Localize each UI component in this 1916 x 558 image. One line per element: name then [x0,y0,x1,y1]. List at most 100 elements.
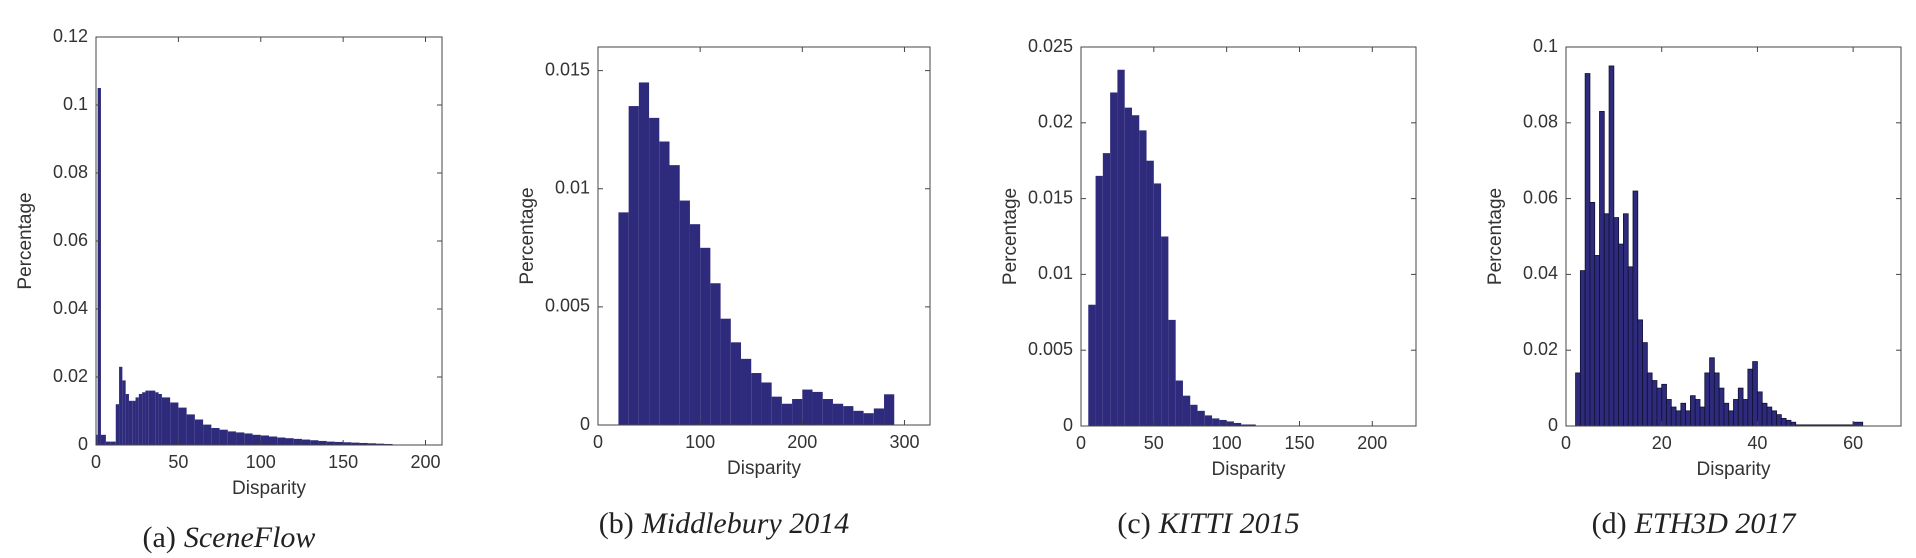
bar [1637,319,1643,427]
y-tick-label: 0.01 [1038,263,1073,283]
bar [269,436,278,445]
bar [781,403,793,425]
bar [376,443,385,445]
y-axis-label: Percentage [15,192,36,289]
bar [1226,421,1234,426]
bar [1117,69,1125,427]
bar [1190,404,1198,426]
bar [155,392,159,445]
bar [1709,357,1715,427]
bar [158,394,162,445]
subplot: 0 50 100 150 200 0 0.02 0.04 0.06 0.08 0.1 0.12 Disp… [15,26,443,554]
bar [1233,422,1242,426]
bar [128,400,133,445]
y-tick-label: 0 [1548,415,1558,435]
x-tick-label: 40 [1747,433,1767,453]
bar [1594,255,1600,427]
bar [1685,410,1691,427]
bar [1713,372,1720,427]
y-tick-label: 0.02 [1038,112,1073,132]
y-axis-label: Percentage [1485,188,1506,285]
y-tick-label: 0.1 [63,94,88,114]
bar [1153,183,1162,426]
bar [1204,415,1213,426]
caption: (c) KITTI 2015 [1117,507,1299,540]
caption: (d) ETH3D 2017 [1592,507,1798,540]
x-tick-label: 0 [1076,433,1086,453]
x-tick-label: 50 [168,452,188,472]
y-tick-label: 0.025 [1028,36,1073,56]
bar [1102,153,1111,426]
bar [100,434,106,445]
y-tick-label: 0.015 [1028,187,1073,207]
y-tick-label: 0.1 [1533,36,1558,56]
bar [710,283,721,425]
bar [194,419,204,445]
bar [219,429,228,445]
x-axis-label: Disparity [232,478,306,499]
x-axis-label: Disparity [1697,459,1771,480]
y-axis-label: Percentage [1000,188,1021,285]
bar [720,318,731,425]
y-tick-label: 0.04 [53,298,88,318]
bar [170,402,179,445]
y-tick-label: 0.08 [53,162,88,182]
bar [1752,361,1758,427]
bar [1146,160,1154,426]
bar [110,441,116,445]
bar [669,165,680,425]
bar [863,413,874,425]
bar [1651,380,1658,427]
bar [1699,406,1706,427]
y-tick-label: 0.005 [1028,339,1073,359]
bar [1704,372,1710,427]
bar [1646,372,1653,427]
axes-frame [95,36,443,446]
bar [1642,342,1648,427]
x-tick-label: 20 [1652,433,1672,453]
subplot: 0 20 40 60 0 0.02 0.04 0.06 0.08 0.1 Disparity Perc… [1485,36,1902,540]
bar [186,414,195,445]
bar [812,391,823,425]
bar [122,380,126,445]
bar [1139,130,1147,426]
bar [1757,391,1763,427]
bar [873,408,885,425]
bar [751,373,762,425]
caption-title: KITTI 2015 [1158,507,1300,540]
bar [343,442,352,445]
bar [138,394,143,445]
bar [1680,402,1687,427]
bar [689,224,701,425]
bar [771,396,782,425]
bar [1661,383,1667,427]
bar [1733,399,1739,427]
bar [1742,399,1749,427]
bar [884,394,895,425]
bar [142,392,146,445]
bar [1608,65,1615,427]
bar [1694,399,1701,427]
caption-label: (a) [143,521,176,554]
y-axis-label: Percentage [517,187,538,284]
y-tick-label: 0.06 [1523,187,1558,207]
bar [1771,410,1777,427]
x-tick-label: 200 [787,432,817,452]
bar [1248,424,1256,426]
bar [318,440,327,445]
bar [700,247,711,425]
y-tick-label: 0 [78,434,88,454]
bar [161,397,171,445]
bar [843,406,854,425]
bar [1675,410,1682,427]
bar [1723,402,1730,427]
axes-frame [1080,46,1417,427]
bar [1175,380,1183,426]
bar [618,212,629,425]
bar [1623,213,1629,427]
bar [1766,406,1773,427]
bar [802,389,813,425]
caption-title: ETH3D 2017 [1634,507,1798,540]
x-tick-label: 100 [1212,433,1242,453]
bar [334,441,344,445]
